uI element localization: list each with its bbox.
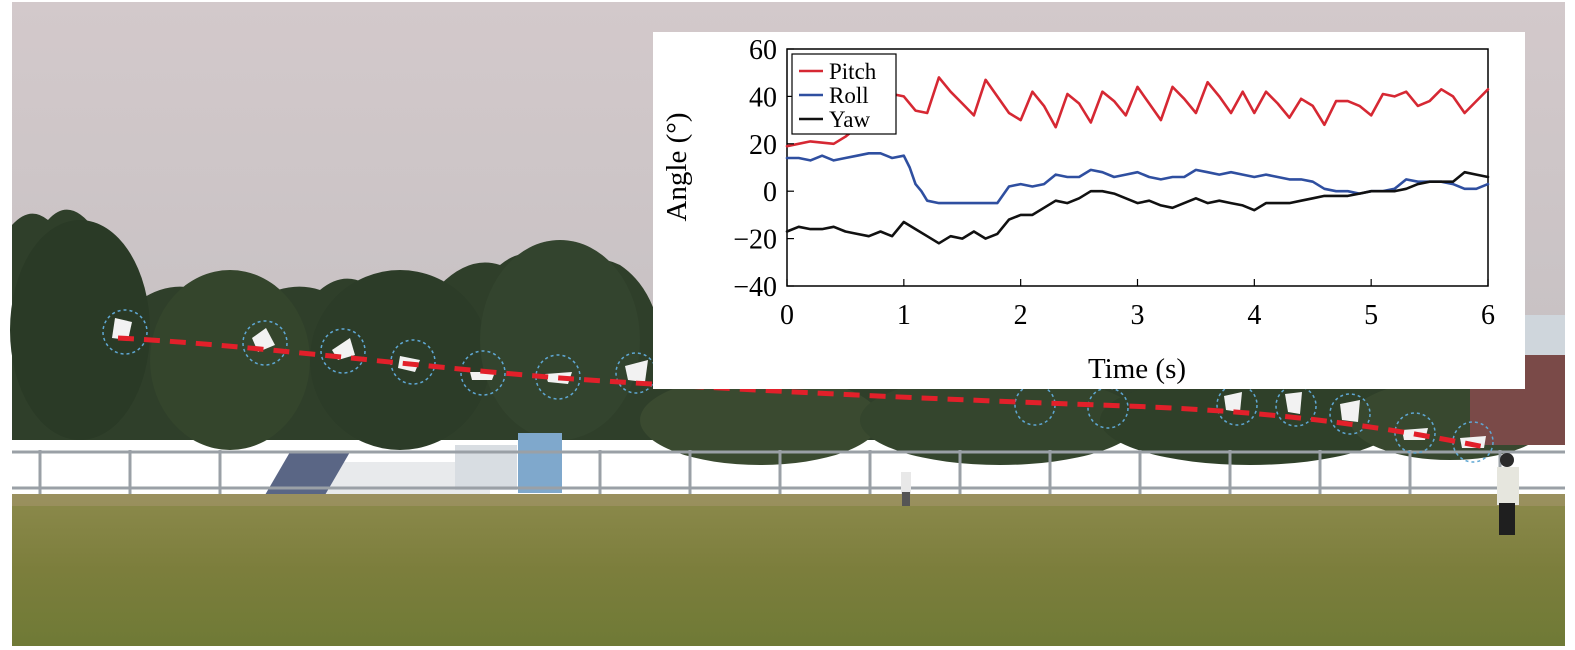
blue-cabin — [518, 433, 562, 493]
grass-field — [12, 494, 1565, 646]
y-axis-ticks: −40 −20 0 20 40 60 — [733, 35, 794, 303]
bird-silhouettes — [112, 318, 1486, 448]
x-tick-label: 1 — [897, 300, 911, 331]
x-axis-ticks: 0 1 2 3 4 5 6 — [780, 279, 1495, 331]
x-axis-label: Time (s) — [1088, 353, 1186, 385]
y-axis-label: Angle (°) — [661, 112, 693, 221]
legend-label-roll: Roll — [829, 83, 869, 108]
legend-label-pitch: Pitch — [829, 59, 877, 84]
x-tick-label: 5 — [1364, 300, 1378, 331]
x-tick-label: 0 — [780, 300, 794, 331]
x-tick-label: 2 — [1014, 300, 1028, 331]
series-line-pitch — [785, 76, 1490, 148]
y-tick-label: −20 — [733, 225, 777, 256]
legend-label-yaw: Yaw — [829, 107, 871, 132]
flight-trajectory — [117, 335, 1491, 451]
y-tick-label: 20 — [749, 130, 777, 161]
person-distant — [901, 472, 911, 506]
x-tick-label: 6 — [1481, 300, 1495, 331]
solar-panels — [265, 452, 350, 495]
angle-chart: 0 1 2 3 4 5 6 −40 −20 0 20 40 60 Time (s) Angle (°)… — [653, 32, 1525, 389]
x-tick-label: 4 — [1247, 300, 1261, 331]
series-line-yaw — [785, 170, 1490, 245]
chart-background — [653, 32, 1525, 389]
x-tick-label: 3 — [1131, 300, 1145, 331]
y-tick-label: 0 — [763, 177, 777, 208]
y-tick-label: −40 — [733, 272, 777, 303]
legend-box — [791, 53, 897, 135]
fence — [12, 450, 1565, 495]
y-tick-label: 40 — [749, 82, 777, 113]
y-tick-label: 60 — [749, 35, 777, 66]
person-right — [1497, 453, 1519, 535]
series-layer — [785, 76, 1490, 245]
